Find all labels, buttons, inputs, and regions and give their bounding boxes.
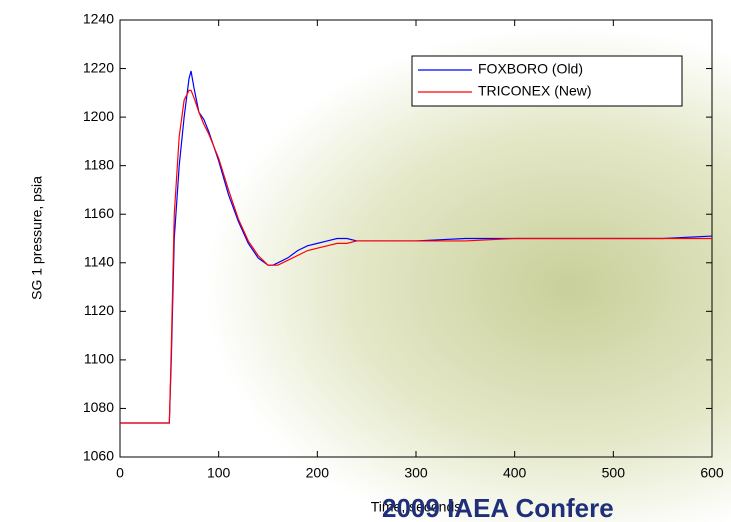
y-tick-label: 1160 xyxy=(84,205,114,221)
legend-label: FOXBORO (Old) xyxy=(478,61,583,77)
x-tick-label: 200 xyxy=(306,465,330,481)
x-tick-label: 300 xyxy=(404,465,428,481)
legend-label: TRICONEX (New) xyxy=(478,83,592,99)
y-tick-label: 1060 xyxy=(83,448,114,464)
legend-box xyxy=(411,55,683,107)
series-line xyxy=(120,89,712,424)
y-tick-label: 1080 xyxy=(83,399,114,415)
x-tick-label: 400 xyxy=(503,465,527,481)
x-tick-label: 0 xyxy=(116,465,124,481)
x-axis-label: Time, seconds xyxy=(371,499,462,515)
y-tick-label: 1100 xyxy=(84,351,114,367)
x-tick-label: 600 xyxy=(700,465,724,481)
y-tick-label: 1120 xyxy=(84,302,114,318)
y-tick-label: 1140 xyxy=(84,253,114,269)
y-tick-label: 1220 xyxy=(83,59,114,75)
y-tick-label: 1240 xyxy=(83,11,114,27)
y-tick-label: 1180 xyxy=(84,156,114,172)
footer: 2009 IAEA Confere xyxy=(382,493,614,522)
y-tick-label: 1200 xyxy=(83,108,114,124)
x-tick-label: 100 xyxy=(207,465,231,481)
y-axis-label: SG 1 pressure, psia xyxy=(29,176,45,300)
x-tick-label: 500 xyxy=(602,465,626,481)
